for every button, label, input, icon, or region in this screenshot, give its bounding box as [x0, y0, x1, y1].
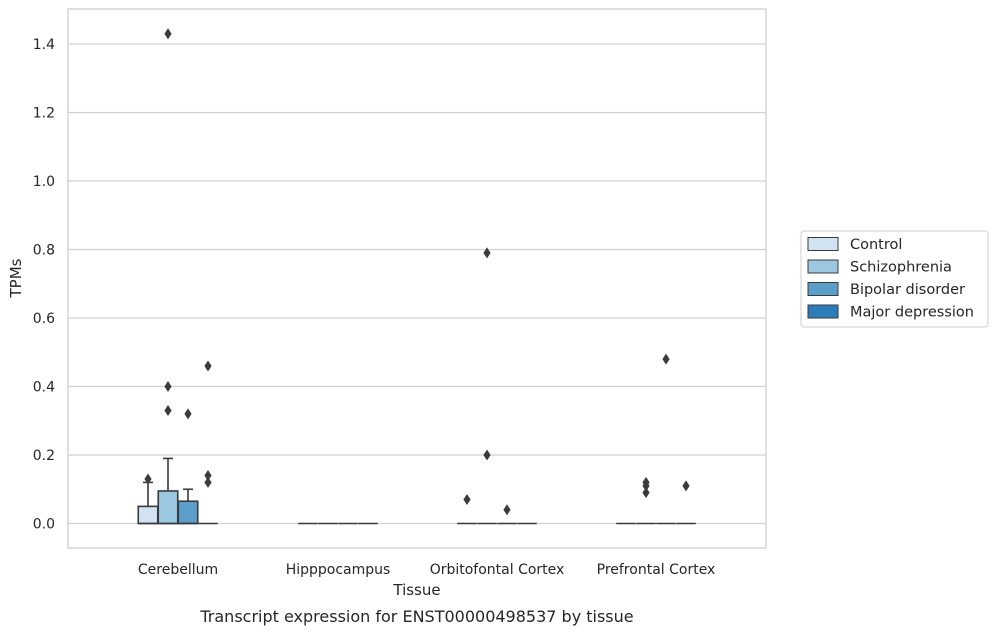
legend-label: Bipolar disorder — [850, 282, 965, 298]
legend-frame — [800, 230, 989, 328]
box-major-depression — [676, 480, 696, 525]
box-major-depression — [198, 360, 218, 525]
outlier-point — [164, 381, 172, 392]
box-body — [157, 490, 179, 525]
legend-swatch — [807, 237, 839, 251]
box-bipolar-disorder — [656, 353, 676, 525]
plot-frame — [67, 8, 767, 549]
x-tick-label: Cerebellum — [138, 562, 218, 578]
x-tick-label: Prefrontal Cortex — [597, 562, 716, 578]
y-tick-label: 1.4 — [33, 37, 55, 53]
outlier-point — [483, 247, 491, 259]
y-tick-label: 0.4 — [33, 380, 55, 396]
box-bipolar-disorder — [497, 504, 517, 525]
x-axis-label: Tissue — [392, 581, 440, 599]
x-tick-labels: Cerebellum Hipppocampus Orbitofontal Corte… — [138, 562, 715, 578]
legend-swatch — [807, 259, 839, 274]
y-tick-label: 0.6 — [33, 311, 55, 327]
outlier-point — [642, 487, 650, 499]
outlier-point — [642, 480, 650, 492]
outlier-point — [144, 473, 152, 485]
outlier-point — [204, 476, 212, 488]
box-bipolar-disorder — [177, 408, 199, 525]
boxplot-series — [137, 28, 696, 525]
y-axis-label: TPMs — [7, 258, 25, 298]
x-tick-label: Hipppocampus — [286, 562, 391, 578]
outlier-point — [463, 494, 471, 506]
y-tick-label: 0.0 — [33, 517, 55, 533]
legend-label: Major depression — [850, 305, 974, 321]
legend-swatch — [807, 304, 839, 319]
y-tick-label: 1.2 — [33, 106, 55, 122]
box-body — [137, 505, 159, 525]
chart-caption: Transcript expression for ENST0000049853… — [199, 607, 633, 626]
legend-label: Control — [850, 237, 902, 253]
outlier-point — [204, 470, 212, 482]
x-tick-label: Orbitofontal Cortex — [430, 562, 565, 578]
outlier-point — [662, 353, 670, 365]
y-tick-labels: 0.0 0.2 0.4 0.6 0.8 1.0 1.2 1.4 — [33, 37, 55, 533]
outlier-point — [503, 504, 511, 516]
box-schizophrenia — [477, 247, 497, 525]
box-control — [457, 494, 477, 525]
outlier-point — [682, 480, 690, 492]
outlier-point — [184, 408, 192, 420]
legend-label: Schizophrenia — [850, 260, 952, 276]
legend-swatch — [807, 282, 839, 296]
y-tick-label: 0.2 — [33, 448, 55, 464]
y-tick-label: 0.8 — [33, 243, 55, 259]
legend: Control Schizophrenia Bipolar disorder Majo… — [800, 230, 989, 328]
outlier-point — [483, 449, 491, 461]
box-schizophrenia — [157, 28, 179, 525]
box-control — [137, 473, 159, 525]
y-tick-label: 1.0 — [33, 174, 55, 190]
outlier-point — [164, 404, 172, 416]
outlier-point — [164, 28, 172, 40]
outlier-point — [204, 360, 212, 372]
box-schizophrenia — [636, 476, 656, 525]
box-body — [177, 500, 199, 525]
gridlines — [68, 43, 766, 525]
